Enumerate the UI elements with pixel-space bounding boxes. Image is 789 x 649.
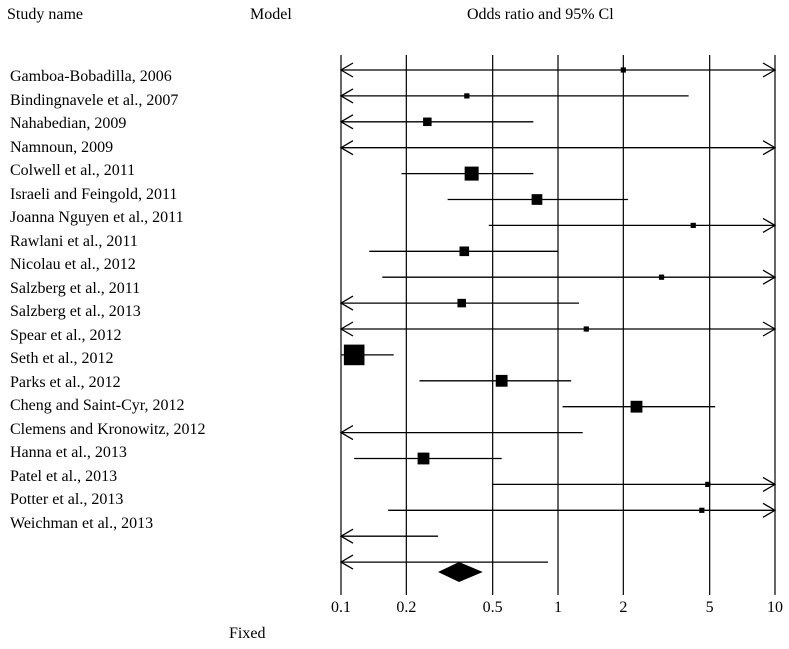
x-tick-label: 0.2 [396, 599, 416, 616]
ci-right-arrow [762, 217, 777, 233]
ci-right-arrow [762, 321, 777, 337]
study-name: Hanna et al., 2013 [10, 444, 127, 461]
study-name: Bindingnavele et al., 2007 [10, 91, 179, 109]
study-name: Patel et al., 2013 [10, 467, 118, 485]
point-estimate [658, 274, 665, 280]
ci-right-arrow [762, 502, 777, 518]
point-estimate [464, 166, 479, 181]
study-name: Seth et al., 2012 [10, 350, 114, 367]
point-estimate [459, 246, 470, 257]
ci-right-arrow [762, 476, 777, 492]
study-name: Spear et al., 2012 [10, 326, 122, 344]
ci-left-arrow [339, 114, 354, 130]
ci-right-arrow [762, 62, 777, 78]
ci-left-arrow [339, 425, 354, 441]
model-header: Model [250, 6, 292, 23]
x-tick-label: 0.1 [331, 599, 351, 616]
point-estimate [464, 93, 470, 99]
study-name-header: Study name [7, 6, 83, 23]
study-name: Weichman et al., 2013 [10, 514, 154, 532]
point-estimate [690, 222, 696, 228]
point-estimate [531, 194, 543, 205]
study-name: Cheng and Saint-Cyr, 2012 [10, 397, 185, 414]
ci-left-arrow [339, 321, 354, 337]
study-name: Colwell et al., 2011 [10, 162, 136, 179]
study-name: Nicolau et al., 2012 [10, 256, 136, 273]
point-estimate [630, 400, 643, 413]
point-estimate [423, 117, 432, 127]
point-estimate [705, 481, 711, 487]
study-name: Israeli and Feingold, 2011 [10, 185, 178, 203]
ci-right-arrow [762, 140, 777, 156]
study-name: Nahabedian, 2009 [10, 115, 127, 132]
study-name: Gamboa-Bobadilla, 2006 [10, 68, 172, 85]
ci-left-arrow [339, 140, 354, 156]
point-estimate [620, 67, 626, 73]
study-name: Potter et al., 2013 [10, 491, 124, 508]
study-name: Parks et al., 2012 [10, 373, 121, 391]
ci-right-arrow [762, 269, 777, 285]
ci-left-arrow [339, 88, 354, 104]
study-name: Clemens and Kronowitz, 2012 [10, 420, 206, 438]
study-name: Salzberg et al., 2013 [10, 303, 141, 320]
x-tick-label: 1 [554, 599, 562, 616]
study-name: Salzberg et al., 2011 [10, 279, 141, 297]
odds-ratio-header: Odds ratio and 95% Cl [467, 6, 614, 23]
summary-diamond [438, 562, 483, 582]
point-estimate [343, 344, 365, 366]
x-tick-label: 5 [706, 599, 714, 616]
point-estimate [417, 452, 430, 465]
point-estimate [583, 326, 589, 332]
study-name: Namnoun, 2009 [10, 138, 114, 156]
point-estimate [457, 298, 466, 308]
x-tick-label: 10 [767, 599, 783, 616]
x-tick-label: 2 [619, 599, 627, 616]
study-name: Rawlani et al., 2011 [10, 232, 138, 250]
x-tick-label: 0.5 [483, 599, 503, 616]
study-list: Gamboa-Bobadilla, 2006 Bindingnavele et a… [10, 65, 206, 535]
ci-left-arrow [339, 554, 354, 570]
study-name: Joanna Nguyen et al., 2011 [10, 209, 184, 226]
model-label: Fixed [229, 625, 266, 642]
point-estimate [495, 374, 508, 387]
ci-left-arrow [339, 528, 354, 544]
ci-left-arrow [339, 62, 354, 78]
ci-left-arrow [339, 295, 354, 311]
point-estimate [699, 507, 705, 513]
